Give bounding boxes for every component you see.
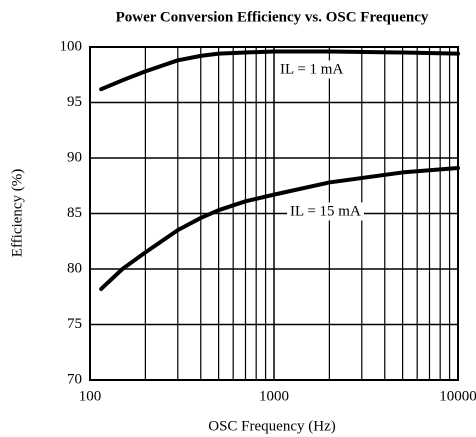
line-series	[99, 49, 460, 92]
y-tick-label: 70	[67, 371, 82, 387]
y-tick-label: 80	[67, 260, 82, 276]
y-tick-label: 85	[67, 205, 82, 221]
x-tick-label: 10000	[439, 388, 476, 404]
x-tick-label: 100	[79, 388, 102, 404]
label-background	[287, 202, 364, 221]
y-axis-label: Efficiency (%)	[9, 169, 25, 257]
plot-frame	[89, 46, 459, 381]
series-label: IL = 15 mA	[290, 203, 361, 219]
line-series	[99, 165, 460, 291]
x-tick-label: 1000	[259, 388, 289, 404]
x-axis-label: OSC Frequency (Hz)	[208, 418, 335, 434]
chart-title: Power Conversion Efficiency vs. OSC Freq…	[116, 9, 429, 25]
y-tick-label: 95	[67, 94, 82, 110]
y-tick-label: 75	[67, 316, 82, 332]
y-tick-label: 90	[67, 149, 82, 165]
y-tick-label: 100	[60, 38, 83, 54]
series-label: IL = 1 mA	[280, 61, 343, 77]
label-background	[277, 60, 347, 79]
